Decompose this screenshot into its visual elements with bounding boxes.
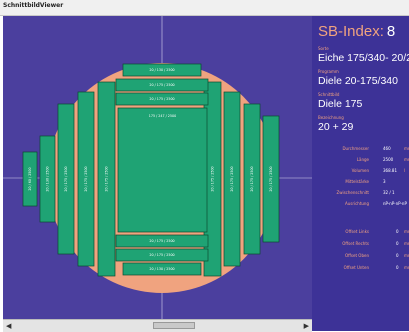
field-value-bezeichnung: 20 + 29 bbox=[318, 121, 354, 133]
horizontal-board-label: 20 / 175 / 2500 bbox=[149, 97, 174, 101]
horizontal-scrollbar[interactable]: ◀ ▶ bbox=[3, 319, 312, 332]
offset-value-links: 0 bbox=[396, 229, 399, 234]
prop-value-volumen: 368.81 bbox=[383, 168, 397, 173]
field-label-bezeichnung: Bezeichnung bbox=[318, 115, 344, 120]
offset-value-rechts: 0 bbox=[396, 241, 399, 246]
vertical-board bbox=[97, 81, 116, 277]
horizontal-board bbox=[122, 63, 202, 77]
field-value-schnittbild: Diele 175 bbox=[318, 98, 363, 110]
offset-label-unten: Offset Unten bbox=[343, 265, 369, 270]
horizontal-board bbox=[115, 92, 209, 106]
offset-label-rechts: Offset Rechts bbox=[342, 241, 369, 246]
horizontal-board-label: 20 / 175 / 2500 bbox=[149, 239, 174, 243]
vertical-board-label: 20 / 175 / 2500 bbox=[230, 166, 234, 191]
vertical-board-label: 20 / 175 / 2500 bbox=[84, 166, 88, 191]
field-value-programm: Diele 20-175/340 bbox=[318, 75, 398, 87]
field-label-schnittbild: Schnittbild bbox=[318, 92, 340, 97]
prop-label-laenge: Länge bbox=[356, 157, 369, 162]
cutting-pattern-diagram: 20 / 60 / 2500 20 / 130 / 2500 20 / 175 / … bbox=[3, 16, 312, 319]
horizontal-board bbox=[115, 78, 209, 92]
horizontal-board bbox=[122, 262, 202, 276]
vertical-board-label: 20 / 130 / 2500 bbox=[46, 166, 50, 191]
title-bar: SchnittbildViewer bbox=[0, 0, 409, 16]
vertical-board-label: 20 / 175 / 2500 bbox=[269, 166, 273, 191]
center-beam bbox=[117, 107, 208, 233]
prop-label-durchmesser: Durchmesser bbox=[342, 146, 369, 151]
offset-value-oben: 0 bbox=[396, 253, 399, 258]
vertical-board bbox=[262, 115, 280, 243]
prop-value-laenge: 2500 bbox=[383, 157, 394, 162]
vertical-board-label: 20 / 60 / 2500 bbox=[28, 167, 32, 190]
horizontal-board-label: 20 / 130 / 2500 bbox=[149, 267, 174, 271]
offset-value-unten: 0 bbox=[396, 265, 399, 270]
scroll-right-icon[interactable]: ▶ bbox=[303, 322, 309, 330]
horizontal-board-label: 20 / 175 / 2500 bbox=[149, 253, 174, 257]
prop-value-ausrichtung: nP-nP-nP-nP bbox=[383, 201, 407, 206]
prop-label-zwischenschnitt: Zwischenschnitt bbox=[336, 190, 369, 195]
scroll-thumb[interactable] bbox=[153, 322, 195, 329]
center-beam-label: 175 / 247 / 2500 bbox=[149, 114, 176, 118]
vertical-board bbox=[77, 91, 95, 267]
prop-value-zwischenschnitt: 32 / 1 bbox=[383, 190, 395, 195]
field-label-programm: Programm bbox=[318, 69, 339, 74]
offset-label-oben: Offset Oben bbox=[345, 253, 369, 258]
prop-label-mittelstaerke: Mittelstärke bbox=[345, 179, 369, 184]
horizontal-board-label: 20 / 175 / 2500 bbox=[149, 83, 174, 87]
prop-label-ausrichtung: Ausrichtung bbox=[344, 201, 369, 206]
horizontal-board bbox=[115, 234, 209, 248]
sb-index: SB-Index: 8 bbox=[318, 23, 395, 40]
info-panel: SB-Index:8 Sorte Eiche 175/340- 20/240 P… bbox=[312, 16, 409, 331]
scroll-left-icon[interactable]: ◀ bbox=[6, 322, 12, 330]
vertical-board bbox=[39, 135, 56, 223]
prop-value-durchmesser: 460 bbox=[383, 146, 391, 151]
vertical-board bbox=[22, 151, 38, 207]
offset-unit-links: mm bbox=[404, 229, 409, 234]
vertical-board bbox=[57, 103, 75, 255]
vertical-board-label: 20 / 175 / 2500 bbox=[250, 166, 254, 191]
prop-unit-laenge: mm bbox=[404, 157, 409, 162]
prop-unit-durchmesser: mm bbox=[404, 146, 409, 151]
vertical-board-label: 20 / 175 / 2500 bbox=[105, 166, 109, 191]
field-label-sorte: Sorte bbox=[318, 46, 329, 51]
prop-label-volumen: Volumen bbox=[351, 168, 369, 173]
prop-value-mittelstaerke: 3 bbox=[383, 179, 386, 184]
vertical-board-label: 20 / 175 / 2500 bbox=[211, 166, 215, 191]
vertical-board bbox=[243, 103, 261, 255]
offset-unit-oben: mm bbox=[404, 253, 409, 258]
prop-unit-volumen: l bbox=[404, 168, 406, 173]
sb-index-label: SB-Index: bbox=[318, 23, 384, 40]
window-title: SchnittbildViewer bbox=[3, 2, 64, 9]
cutting-pattern-canvas[interactable]: 20 / 60 / 2500 20 / 130 / 2500 20 / 175 / … bbox=[3, 16, 312, 319]
horizontal-board bbox=[115, 248, 209, 262]
horizontal-board-label: 20 / 130 / 2500 bbox=[149, 68, 174, 72]
sb-index-value: 8 bbox=[386, 23, 396, 40]
vertical-board bbox=[223, 91, 241, 267]
offset-label-links: Offset Links bbox=[345, 229, 369, 234]
vertical-board-label: 20 / 175 / 2500 bbox=[64, 166, 68, 191]
field-value-sorte: Eiche 175/340- 20/240 bbox=[318, 52, 409, 64]
offset-unit-rechts: mm bbox=[404, 241, 409, 246]
offset-unit-unten: mm bbox=[404, 265, 409, 270]
